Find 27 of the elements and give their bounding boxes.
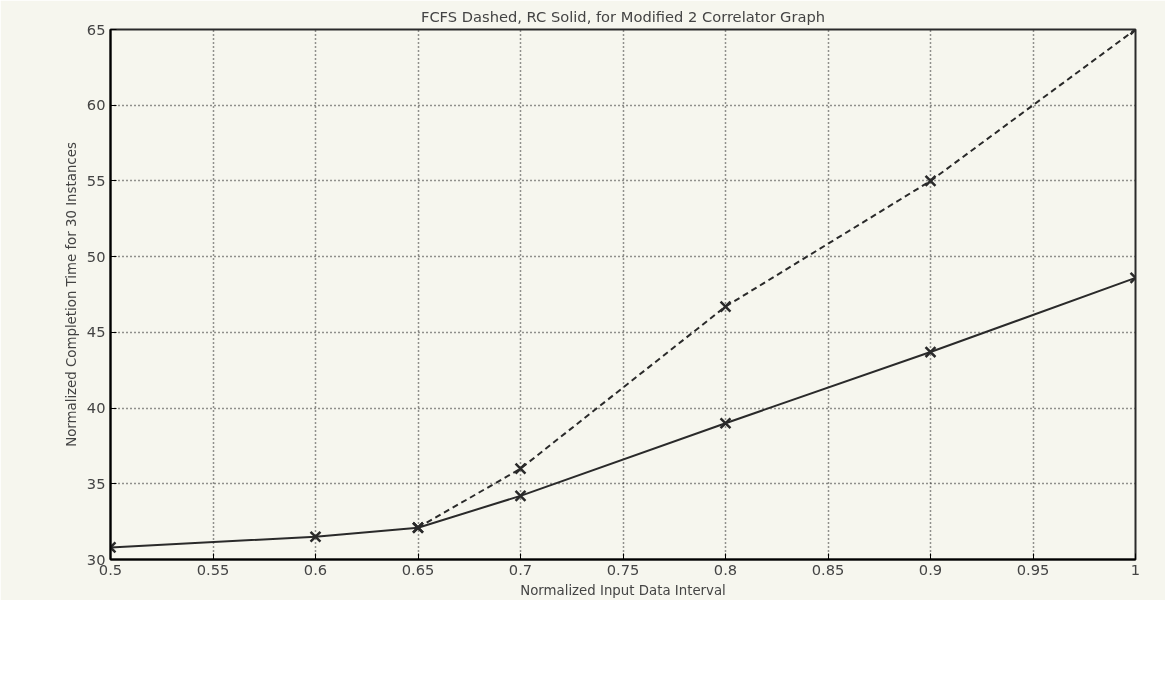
x-tick-label: 0.6: [303, 560, 328, 578]
point: [309, 530, 322, 543]
y-tick-label: 40: [86, 399, 106, 417]
x-tick-label: 0.7: [508, 560, 533, 578]
point: [924, 174, 937, 188]
x-tick-label: 0.9: [918, 560, 943, 578]
point: [924, 345, 937, 359]
y-tick-label: 50: [86, 247, 106, 265]
y-tick-label: 45: [86, 323, 106, 341]
point: [719, 300, 732, 313]
x-tick-label: 0.65: [401, 560, 435, 578]
x-tick-label: 1: [1130, 560, 1141, 578]
x-tick-label: 0.95: [1016, 560, 1050, 578]
x-tick-label: 0.75: [606, 560, 640, 578]
y-tick-label: 35: [86, 474, 106, 492]
x-tick-label: 0.8: [713, 560, 738, 578]
point: [514, 462, 527, 475]
x-axis-title: Normalized Input Data Interval: [520, 582, 726, 598]
point: [514, 489, 527, 503]
x-tick-label: 0.85: [811, 560, 845, 578]
y-tick-label: 55: [86, 171, 106, 189]
x-tick-label: 0.55: [196, 560, 230, 578]
y-axis-title: Normalized Completion Time for 30 Instances: [63, 142, 79, 447]
y-tick-label: 60: [86, 96, 106, 114]
y-tick-label: 65: [86, 20, 106, 38]
point: [719, 417, 732, 430]
chart-title: FCFS Dashed, RC Solid, for Modified 2 Correlator Graph: [420, 7, 826, 25]
